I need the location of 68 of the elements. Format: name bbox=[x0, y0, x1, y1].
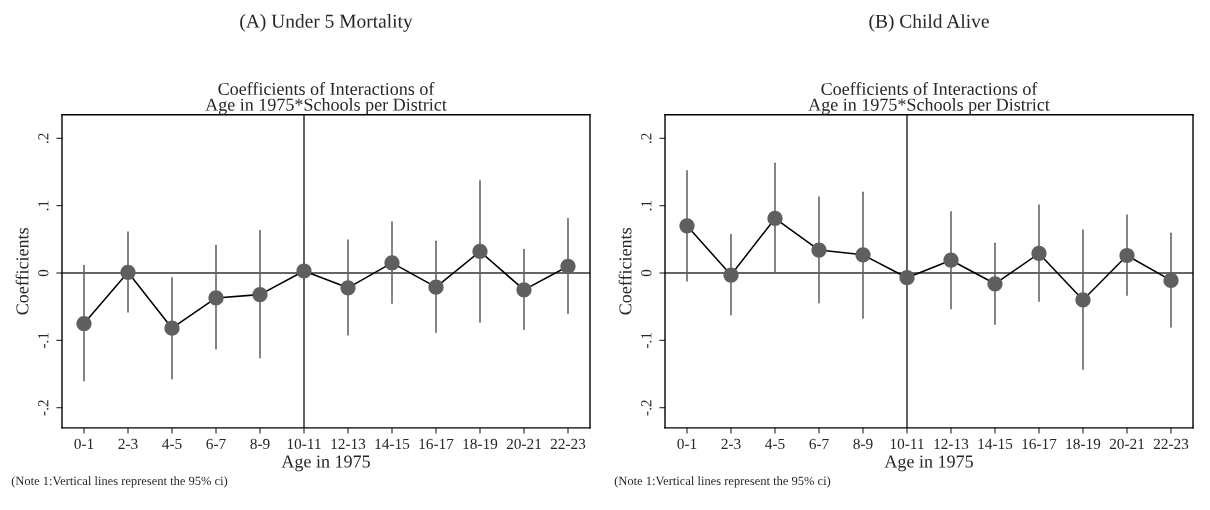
point bbox=[679, 218, 695, 234]
chart-subtitle: Coefficients of Interactions of Age in 1975*Schools per District bbox=[808, 82, 1050, 115]
point bbox=[384, 255, 400, 271]
point bbox=[1075, 292, 1091, 308]
point bbox=[723, 267, 739, 283]
x-tick-label: 16-17 bbox=[419, 438, 454, 450]
y-tick-label: 0 bbox=[641, 269, 652, 277]
x-tick-label: 16-17 bbox=[1022, 438, 1057, 450]
x-tick-label: 6-7 bbox=[809, 438, 829, 450]
point bbox=[208, 290, 224, 306]
x-tick-label: 6-7 bbox=[206, 438, 226, 450]
x-tick-label: 10-11 bbox=[287, 438, 321, 450]
point bbox=[943, 252, 959, 268]
chart-subtitle: Coefficients of Interactions of Age in 1975*Schools per District bbox=[205, 82, 447, 115]
point bbox=[252, 286, 268, 303]
y-axis-title: Coefficients bbox=[15, 228, 29, 315]
x-tick-label: 22-23 bbox=[550, 438, 586, 450]
y-tick-label: 0 bbox=[38, 269, 49, 277]
point bbox=[472, 243, 488, 260]
point bbox=[340, 280, 356, 296]
point bbox=[1163, 272, 1179, 289]
x-tick-label: 22-23 bbox=[1153, 438, 1189, 450]
chart-title: (B) Child Alive bbox=[869, 14, 989, 32]
y-tick-label: .2 bbox=[38, 133, 49, 144]
y-tick-label: .1 bbox=[641, 200, 652, 211]
point bbox=[855, 247, 871, 263]
point bbox=[899, 270, 915, 286]
point bbox=[164, 320, 180, 336]
x-tick-label: 2-3 bbox=[118, 438, 138, 450]
point bbox=[120, 264, 136, 280]
x-tick-label: 18-19 bbox=[1066, 438, 1101, 450]
x-tick-label: 20-21 bbox=[506, 438, 541, 450]
x-tick-label: 12-13 bbox=[934, 438, 969, 450]
x-tick-label: 8-9 bbox=[250, 438, 270, 450]
y-tick-label: .1 bbox=[38, 200, 49, 211]
x-axis-title: Age in 1975 bbox=[884, 455, 973, 472]
y-tick-label: -.2 bbox=[38, 400, 49, 416]
text: (Note 1:Vertical lines represent the 95% ci) bbox=[614, 476, 831, 488]
point bbox=[76, 315, 92, 332]
y-tick-label: .2 bbox=[641, 133, 652, 144]
text: (Note 1:Vertical lines represent the 95% ci) bbox=[11, 476, 228, 488]
y-tick-label: -.2 bbox=[641, 400, 652, 416]
point bbox=[560, 258, 576, 274]
chart-title: (A) Under 5 Mortality bbox=[240, 14, 413, 32]
point bbox=[1119, 247, 1135, 264]
point bbox=[428, 279, 444, 295]
point bbox=[811, 242, 827, 258]
point bbox=[516, 282, 532, 298]
point bbox=[296, 263, 312, 279]
x-tick-label: 0-1 bbox=[74, 438, 94, 450]
x-tick-label: 18-19 bbox=[463, 438, 498, 450]
x-tick-label: 4-5 bbox=[162, 438, 182, 450]
x-tick-label: 10-11 bbox=[890, 438, 924, 450]
point bbox=[987, 276, 1003, 292]
x-tick-label: 20-21 bbox=[1109, 438, 1144, 450]
y-axis-title: Coefficients bbox=[618, 228, 632, 315]
x-tick-label: 12-13 bbox=[331, 438, 366, 450]
x-axis-title: Age in 1975 bbox=[281, 455, 370, 472]
point bbox=[767, 210, 783, 227]
y-tick-label: -.1 bbox=[38, 332, 49, 349]
point bbox=[1031, 245, 1047, 262]
x-tick-label: 2-3 bbox=[721, 438, 741, 450]
x-tick-label: 0-1 bbox=[677, 438, 697, 450]
x-tick-label: 14-15 bbox=[978, 438, 1013, 450]
x-tick-label: 4-5 bbox=[765, 438, 785, 450]
x-tick-label: 14-15 bbox=[375, 438, 410, 450]
y-tick-label: -.1 bbox=[641, 332, 652, 349]
x-tick-label: 8-9 bbox=[853, 438, 873, 450]
